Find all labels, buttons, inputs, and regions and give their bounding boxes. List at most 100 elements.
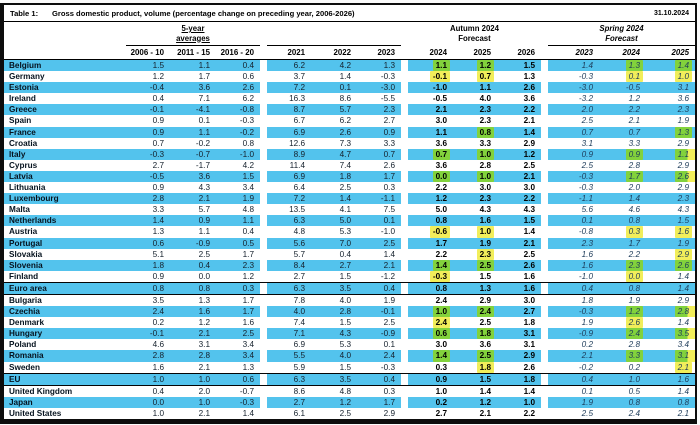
value-cell: 3.4 [677,340,689,350]
group-gap [401,294,408,307]
country-name: Slovenia [4,259,126,271]
table-label: Table 1: [10,9,39,18]
value-cell: 1.5 [497,60,541,72]
value-cell: 7.4 [293,318,305,328]
yellow-highlight: 2.6 [625,317,643,329]
value-cell: 2.6 [497,82,541,94]
group-gap [541,148,548,160]
value-cell: 1.5 [126,60,170,72]
yellow-highlight: -0.1 [429,71,450,83]
value-cell: 0.2 [152,318,164,328]
value-cell: 2.7 [293,271,305,281]
value-cell: 0.1 [357,215,401,227]
value-cell: 4.3 [198,183,210,193]
green-highlight: 1.1 [674,148,695,160]
group-gap [260,204,267,216]
value-cell: 0.8 [453,126,497,138]
value-cell: -0.1 [357,306,401,318]
green-highlight: 2.8 [674,306,695,318]
value-cell: -0.6 [408,226,453,238]
value-cell: 0.8 [408,282,453,294]
value-cell: -0.2 [195,138,210,148]
country-name: Spain [9,116,32,126]
group-gap [401,350,408,362]
value-cell: 2.3 [548,237,599,249]
group-gap [260,237,267,249]
value-cell: 1.3 [599,60,646,72]
group-gap [541,396,548,408]
country-name: Austria [9,227,38,237]
value-cell: 6.4 [293,183,305,193]
value-cell: -0.5 [599,82,646,94]
value-cell: 2.5 [339,183,351,193]
value-cell: 5.6 [581,205,593,215]
value-cell: 3.1 [497,328,541,340]
value-cell: 1.7 [357,396,401,408]
value-cell: 0.7 [408,148,453,160]
value-cell: 1.9 [677,116,689,126]
value-cell: 2.3 [216,259,260,271]
group-gap [260,396,267,408]
value-cell: 2.9 [677,138,689,148]
value-cell: 3.6 [170,170,216,183]
group-gap [401,115,408,127]
value-cell: 2.1 [646,361,695,373]
value-cell: 0.4 [339,249,351,259]
value-cell: 1.7 [198,72,210,82]
value-cell: -0.9 [170,237,216,249]
value-cell: 0.0 [198,271,210,281]
group-gap [541,24,548,46]
value-cell: 1.5 [216,170,260,183]
group-gap [401,170,408,183]
country-name: Bulgaria [9,295,42,305]
group-gap [401,104,408,116]
value-cell: 1.4 [497,126,541,138]
group-gap [401,71,408,83]
value-cell: 0.9 [357,126,401,138]
value-cell: 1.8 [497,373,541,385]
value-cell: -3.0 [357,82,401,94]
value-cell: 0.9 [126,126,170,138]
value-cell: -0.1 [126,104,170,116]
value-cell: 2.3 [479,116,491,126]
value-cell: 2.5 [339,408,351,418]
value-cell: 5.6 [267,237,311,249]
country-name: Denmark [9,318,45,328]
value-cell: 0.4 [216,60,260,72]
table-row: Portugal 0.6 -0.9 0.5 5.6 7.0 2.5 1.7 1.9 2.1 2.3 1… [4,237,695,249]
country-name: Estonia [4,82,126,94]
country-name: Germany [9,72,45,82]
value-cell: 2.7 [267,396,311,408]
green-highlight: 1.0 [476,148,494,160]
value-cell: 6.9 [267,126,311,138]
value-cell: 2.1 [408,104,453,116]
green-highlight: 1.3 [625,60,643,72]
value-cell: 3.1 [581,138,593,148]
group-gap [541,204,548,216]
group-gap [260,259,267,271]
value-cell: 1.8 [523,318,535,328]
group-gap [401,373,408,385]
country-name: Ireland [9,94,36,104]
group-gap [401,339,408,351]
country-name: EU [4,373,126,385]
country-name: Greece [4,104,126,116]
group-gap [541,137,548,149]
value-cell: 2.2 [599,104,646,116]
value-cell: 1.2 [311,396,357,408]
value-cell: -1.7 [195,160,210,170]
value-cell: 3.6 [523,94,535,104]
name-column-header [4,46,126,59]
group-gap [401,126,408,138]
value-cell: 2.3 [453,193,497,205]
value-cell: 0.4 [170,259,216,271]
group-gap [260,126,267,138]
title-bar: Table 1: Gross domestic product, volume … [4,5,695,22]
value-cell: 1.0 [152,408,164,418]
value-cell: 3.5 [311,373,357,385]
year-header: 2024 [622,48,640,57]
value-cell: 1.0 [170,373,216,385]
group-gap [260,361,267,373]
value-cell: 4.3 [677,205,689,215]
value-cell: 7.3 [339,138,351,148]
